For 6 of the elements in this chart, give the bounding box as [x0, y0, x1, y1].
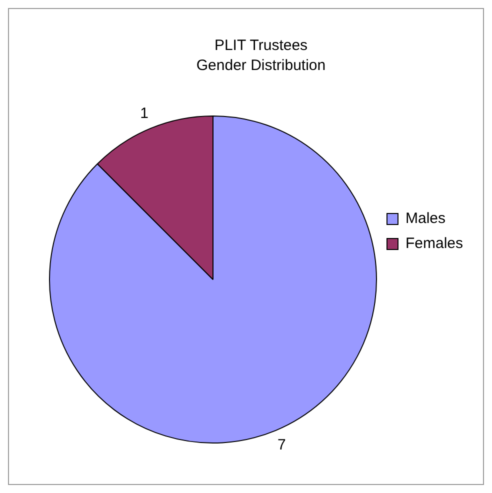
- data-label: 1: [140, 104, 148, 122]
- chart-subtitle: Gender Distribution: [196, 57, 326, 74]
- legend-label: Females: [405, 235, 464, 252]
- legend-label: Males: [405, 210, 446, 228]
- data-label: 7: [278, 436, 286, 454]
- chart-title: PLIT Trustees: [214, 37, 308, 54]
